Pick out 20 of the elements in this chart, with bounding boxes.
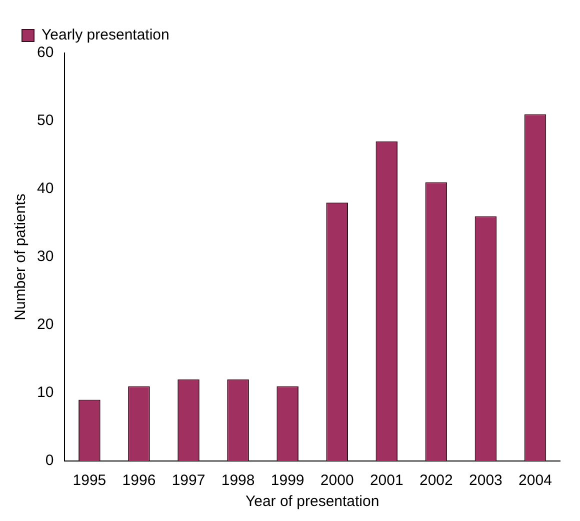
x-tick-label: 1998 [221, 472, 255, 490]
x-tick-label: 1996 [122, 472, 156, 490]
x-tick-label: 1997 [172, 472, 206, 490]
y-tick-label: 10 [36, 384, 54, 402]
x-axis-title: Year of presentation [245, 493, 380, 510]
y-tick-label: 30 [36, 248, 54, 266]
x-tick-label: 2004 [518, 472, 552, 490]
x-tick-label: 1999 [270, 472, 304, 490]
y-tick-label: 20 [36, 316, 54, 334]
x-tick-label: 2002 [419, 472, 453, 490]
y-tick-label: 40 [36, 180, 54, 198]
y-tick-label: 60 [36, 44, 54, 62]
y-tick-label: 0 [45, 452, 54, 470]
x-tick-label: 2003 [469, 472, 502, 490]
x-tick-label: 1995 [72, 472, 106, 490]
x-tick-label: 2001 [370, 472, 404, 490]
x-tick-label: 2000 [320, 472, 354, 490]
y-axis-title: Number of patients [12, 194, 30, 320]
y-tick-label: 50 [36, 112, 54, 130]
legend-label: Yearly presentation [42, 26, 170, 44]
